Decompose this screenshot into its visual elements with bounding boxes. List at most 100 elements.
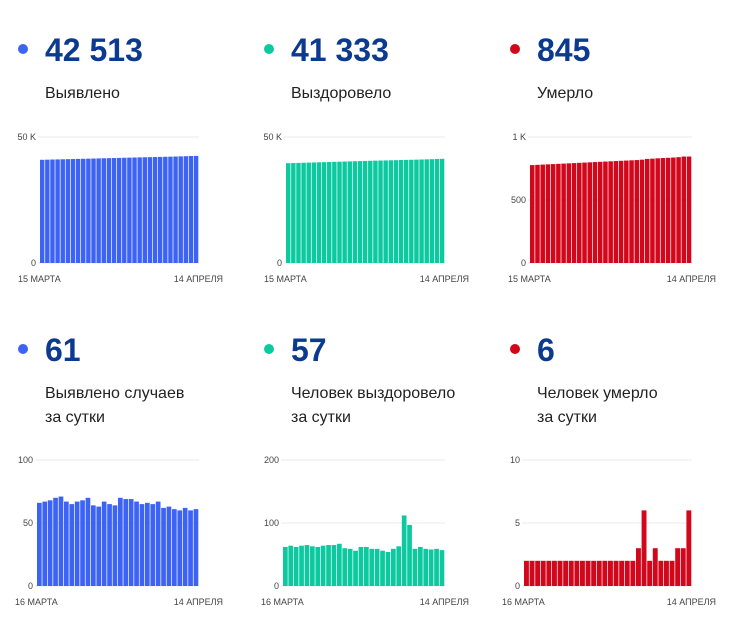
bar[interactable] xyxy=(409,159,414,263)
bar[interactable] xyxy=(123,499,129,586)
bar[interactable] xyxy=(122,157,127,263)
bar[interactable] xyxy=(155,501,161,586)
bar[interactable] xyxy=(424,159,429,263)
bar[interactable] xyxy=(634,160,640,263)
bar[interactable] xyxy=(286,163,291,263)
bar[interactable] xyxy=(428,549,434,586)
bar[interactable] xyxy=(675,548,681,586)
bar[interactable] xyxy=(535,164,540,263)
bar[interactable] xyxy=(337,543,342,586)
bar[interactable] xyxy=(660,158,666,263)
bar[interactable] xyxy=(288,545,294,586)
bar[interactable] xyxy=(157,156,163,263)
bar[interactable] xyxy=(608,560,613,586)
bar[interactable] xyxy=(128,499,134,586)
bar[interactable] xyxy=(118,497,123,586)
bar[interactable] xyxy=(311,162,317,263)
bar[interactable] xyxy=(53,497,58,586)
bar[interactable] xyxy=(639,159,645,263)
bar[interactable] xyxy=(557,560,563,586)
bar[interactable] xyxy=(369,548,375,586)
bar[interactable] xyxy=(161,507,166,586)
bar[interactable] xyxy=(613,161,619,263)
bar[interactable] xyxy=(320,545,326,586)
bar[interactable] xyxy=(306,162,311,263)
bar[interactable] xyxy=(374,548,380,586)
bar[interactable] xyxy=(582,162,587,263)
bar[interactable] xyxy=(608,161,613,263)
bar[interactable] xyxy=(619,560,625,586)
bar[interactable] xyxy=(412,548,418,586)
bar[interactable] xyxy=(568,560,574,586)
bar[interactable] xyxy=(357,161,363,263)
bar[interactable] xyxy=(391,548,396,586)
bar[interactable] xyxy=(671,157,676,263)
bar[interactable] xyxy=(85,497,91,586)
bar[interactable] xyxy=(91,158,96,263)
bar[interactable] xyxy=(301,162,306,263)
bar[interactable] xyxy=(574,560,580,586)
bar[interactable] xyxy=(577,162,582,263)
bar[interactable] xyxy=(132,157,137,263)
bar[interactable] xyxy=(373,160,378,263)
bar[interactable] xyxy=(42,501,48,586)
bar[interactable] xyxy=(96,158,101,263)
bar[interactable] xyxy=(439,550,445,586)
bar[interactable] xyxy=(353,550,358,586)
bar[interactable] xyxy=(434,158,440,263)
bar[interactable] xyxy=(524,560,529,586)
bar[interactable] xyxy=(680,548,686,586)
bar[interactable] xyxy=(546,560,552,586)
bar[interactable] xyxy=(142,157,148,263)
bar[interactable] xyxy=(580,560,585,586)
bar[interactable] xyxy=(111,158,117,263)
bar[interactable] xyxy=(342,161,347,263)
bar[interactable] xyxy=(665,157,671,263)
bar[interactable] xyxy=(380,550,385,586)
bar[interactable] xyxy=(658,560,664,586)
bar[interactable] xyxy=(618,160,624,263)
bar[interactable] xyxy=(630,560,636,586)
bar[interactable] xyxy=(107,504,112,586)
bar[interactable] xyxy=(664,560,669,586)
bar[interactable] xyxy=(37,502,42,586)
bar[interactable] xyxy=(364,546,369,586)
bar[interactable] xyxy=(173,156,178,263)
bar[interactable] xyxy=(655,158,660,263)
bar[interactable] xyxy=(65,159,71,263)
bar[interactable] xyxy=(407,524,412,586)
bar[interactable] xyxy=(291,163,296,263)
bar[interactable] xyxy=(127,157,132,263)
bar[interactable] xyxy=(75,158,81,263)
bar[interactable] xyxy=(304,545,310,586)
bar[interactable] xyxy=(587,162,593,263)
bar[interactable] xyxy=(342,548,348,586)
bar[interactable] xyxy=(535,560,541,586)
bar[interactable] xyxy=(414,159,419,263)
bar[interactable] xyxy=(591,560,597,586)
bar[interactable] xyxy=(134,501,139,586)
bar[interactable] xyxy=(193,509,199,586)
bar[interactable] xyxy=(624,160,629,263)
bar[interactable] xyxy=(385,551,391,586)
bar[interactable] xyxy=(178,156,183,263)
bar[interactable] xyxy=(571,163,577,263)
bar[interactable] xyxy=(419,159,424,263)
bar[interactable] xyxy=(613,560,619,586)
bar[interactable] xyxy=(81,158,86,263)
bar[interactable] xyxy=(316,162,322,263)
bar[interactable] xyxy=(418,546,423,586)
bar[interactable] xyxy=(139,504,145,586)
bar[interactable] xyxy=(644,158,650,263)
bar[interactable] xyxy=(358,546,364,586)
bar[interactable] xyxy=(152,157,158,263)
bar[interactable] xyxy=(299,545,304,586)
bar[interactable] xyxy=(650,158,655,263)
bar[interactable] xyxy=(429,159,435,263)
bar[interactable] xyxy=(423,548,429,586)
bar[interactable] xyxy=(188,156,194,263)
bar[interactable] xyxy=(60,159,65,263)
bar[interactable] xyxy=(80,500,85,586)
bar[interactable] xyxy=(91,505,96,586)
bar[interactable] xyxy=(326,545,331,586)
